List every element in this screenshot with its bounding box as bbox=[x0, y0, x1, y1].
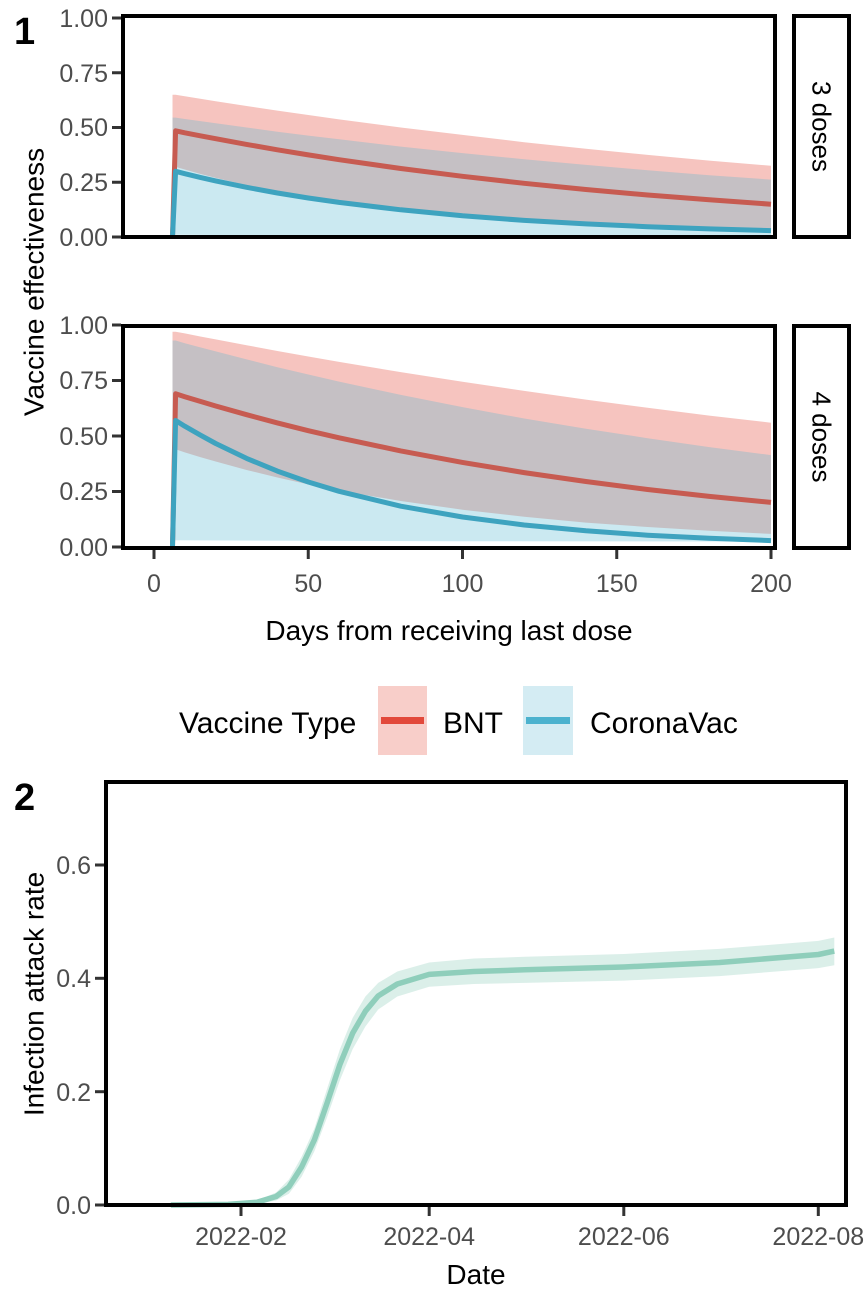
panel1-x-ticks bbox=[152, 550, 773, 559]
panel1-facet0-y-tick-labels: 1.00 0.75 0.50 0.25 0.00 bbox=[59, 5, 108, 252]
panel2-x-ticks bbox=[239, 1207, 820, 1216]
panel1-number: 1 bbox=[14, 11, 35, 53]
y-tick-label: 0.50 bbox=[59, 114, 108, 142]
y-tick-label: 0.50 bbox=[59, 423, 108, 451]
panel1-facet0-series0-line bbox=[170, 128, 772, 238]
x-tick-label: 100 bbox=[442, 570, 484, 598]
x-tick-label: 2022-02 bbox=[195, 1223, 287, 1251]
y-tick-label: 0.4 bbox=[56, 965, 91, 993]
legend-label-coronavac: CoronaVac bbox=[590, 707, 738, 740]
y-tick-label: 0.2 bbox=[56, 1079, 91, 1107]
panel2-y-axis-title: Infection attack rate bbox=[19, 872, 50, 1116]
panel1-x-axis-title: Days from receiving last dose bbox=[265, 615, 632, 646]
panel1-facet1-strip bbox=[792, 324, 851, 550]
panel1-facet0-strip-label: 3 doses bbox=[807, 81, 837, 172]
panel2-y-ticks bbox=[95, 863, 104, 1207]
panel1-facet1-strip-label: 4 doses bbox=[807, 391, 837, 482]
panel1-facet0-series1-line bbox=[170, 168, 772, 238]
legend-title: Vaccine Type bbox=[179, 707, 356, 740]
legend-label-bnt: BNT bbox=[443, 707, 503, 740]
x-tick-label: 50 bbox=[294, 570, 322, 598]
panel1-x-tick-labels: 0 50 100 150 200 bbox=[147, 570, 792, 598]
panel2-x-tick-labels: 2022-02 2022-04 2022-06 2022-08 bbox=[195, 1223, 864, 1251]
panel2-number: 2 bbox=[14, 777, 35, 819]
y-tick-label: 0.75 bbox=[59, 367, 108, 395]
panel1-facet0-strip bbox=[792, 14, 851, 239]
y-tick-label: 0.6 bbox=[56, 852, 91, 880]
x-tick-label: 200 bbox=[750, 570, 792, 598]
y-tick-label: 0.00 bbox=[59, 224, 108, 252]
y-tick-label: 1.00 bbox=[59, 5, 108, 33]
x-tick-label: 0 bbox=[147, 570, 161, 598]
y-tick-label: 0.25 bbox=[59, 169, 108, 197]
panel1-facet1-y-ticks bbox=[112, 323, 121, 549]
panel1-y-axis-title: Vaccine effectiveness bbox=[19, 148, 50, 416]
panel1-facet0-y-ticks bbox=[112, 16, 121, 239]
x-tick-label: 2022-06 bbox=[578, 1223, 670, 1251]
y-tick-label: 0.75 bbox=[59, 60, 108, 88]
panel1-facet1-series1-line bbox=[170, 418, 772, 548]
panel1-facet1-series0-line bbox=[170, 391, 772, 548]
panel1-facet1-series1-band bbox=[172, 340, 771, 542]
legend: Vaccine Type BNT CoronaVac bbox=[179, 686, 738, 755]
panel2-series0-line bbox=[170, 948, 835, 1208]
y-tick-label: 0.0 bbox=[56, 1192, 91, 1220]
panel1-facet0-border bbox=[121, 14, 777, 239]
panel2-x-axis-title: Date bbox=[446, 1259, 505, 1290]
panel1-facet0-series0-band bbox=[172, 94, 771, 232]
x-tick-label: 2022-04 bbox=[383, 1223, 475, 1251]
panel1-facet1-border bbox=[121, 324, 777, 550]
panel1: 1 Vaccine effectiveness 1.00 0.75 0.50 0… bbox=[14, 5, 851, 646]
y-tick-label: 1.00 bbox=[59, 312, 108, 340]
panel2-series0-band bbox=[170, 937, 835, 1205]
legend-entry-coronavac: CoronaVac bbox=[523, 686, 738, 755]
y-tick-label: 0.00 bbox=[59, 534, 108, 562]
x-tick-label: 2022-08 bbox=[772, 1223, 864, 1251]
panel2-border bbox=[104, 780, 848, 1207]
panel1-facet1-plot bbox=[170, 331, 772, 548]
panel2-y-tick-labels: 0.0 0.2 0.4 0.6 bbox=[56, 852, 91, 1220]
x-tick-label: 150 bbox=[596, 570, 638, 598]
panel1-facet0-plot bbox=[170, 94, 772, 238]
panel2-plot bbox=[170, 937, 835, 1208]
panel2: 2 Infection attack rate 0.0 0.2 0.4 0.6 … bbox=[14, 777, 864, 1290]
panel1-facet1-y-tick-labels: 1.00 0.75 0.50 0.25 0.00 bbox=[59, 312, 108, 562]
panel1-facet1-series0-band bbox=[172, 331, 771, 534]
legend-entry-bnt: BNT bbox=[378, 686, 503, 755]
y-tick-label: 0.25 bbox=[59, 478, 108, 506]
